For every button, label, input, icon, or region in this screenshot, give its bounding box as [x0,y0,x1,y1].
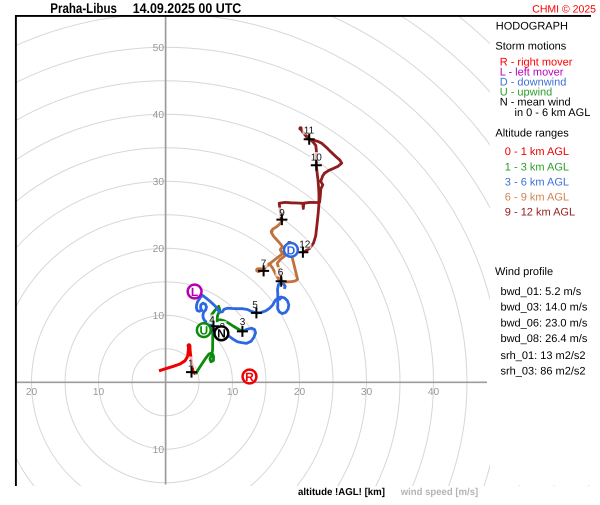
svg-text:9 - 12 km AGL: 9 - 12 km AGL [505,206,575,218]
svg-text:3 - 6 km AGL: 3 - 6 km AGL [505,176,569,188]
svg-text:U: U [199,324,208,338]
svg-text:N - mean wind: N - mean wind [500,97,571,109]
svg-text:20: 20 [294,387,306,398]
svg-text:20: 20 [26,387,38,398]
svg-text:40: 40 [153,110,165,121]
svg-text:12: 12 [299,240,311,251]
svg-text:11: 11 [304,126,315,137]
svg-text:3: 3 [240,317,246,328]
svg-text:R - right mover: R - right mover [500,57,573,69]
svg-text:10: 10 [93,387,105,398]
svg-text:9: 9 [279,208,285,219]
svg-text:in 0 - 6 km AGL: in 0 - 6 km AGL [515,107,591,119]
svg-text:50: 50 [153,43,165,54]
svg-text:D - downwind: D - downwind [500,77,567,89]
svg-text:Wind profile: Wind profile [495,266,553,278]
svg-text:10: 10 [153,311,165,322]
svg-text:10: 10 [153,445,165,456]
svg-text:30: 30 [153,177,165,188]
svg-text:20: 20 [153,244,165,255]
svg-text:7: 7 [261,259,267,270]
svg-text:5: 5 [252,300,258,311]
svg-text:altitude !AGL! [km]: altitude !AGL! [km] [298,487,385,498]
svg-text:L - left mover: L - left mover [500,67,564,79]
svg-text:HODOGRAPH: HODOGRAPH [496,21,568,33]
svg-text:30: 30 [361,387,373,398]
svg-text:L: L [191,285,198,299]
svg-text:Storm motions: Storm motions [495,41,566,53]
svg-text:N: N [217,327,226,341]
svg-text:6: 6 [278,268,284,279]
svg-text:40: 40 [428,387,440,398]
svg-text:CHMI © 2025: CHMI © 2025 [532,4,596,16]
svg-text:1 - 3 km AGL: 1 - 3 km AGL [505,161,569,173]
svg-text:bwd_03: 14.0 m/s: bwd_03: 14.0 m/s [501,302,588,314]
svg-text:4: 4 [209,315,215,326]
svg-text:srh_01: 13 m2/s2: srh_01: 13 m2/s2 [501,350,586,362]
svg-text:bwd_01: 5.2 m/s: bwd_01: 5.2 m/s [501,286,582,298]
svg-text:bwd_08: 26.4 m/s: bwd_08: 26.4 m/s [501,333,588,345]
svg-text:Praha-Libus: Praha-Libus [50,0,117,16]
svg-text:wind speed [m/s]: wind speed [m/s] [400,487,478,498]
svg-text:14.09.2025 00 UTC: 14.09.2025 00 UTC [133,0,242,16]
svg-text:10: 10 [311,153,323,164]
svg-text:srh_03: 86 m2/s2: srh_03: 86 m2/s2 [501,365,586,377]
svg-text:U - upwind: U - upwind [500,87,553,99]
svg-text:Altitude ranges: Altitude ranges [495,128,569,140]
svg-text:6 - 9 km AGL: 6 - 9 km AGL [505,191,569,203]
svg-text:0 - 1 km AGL: 0 - 1 km AGL [505,146,569,158]
svg-text:1: 1 [188,359,194,370]
svg-text:10: 10 [227,387,239,398]
svg-text:R: R [245,370,254,384]
svg-text:bwd_06: 23.0 m/s: bwd_06: 23.0 m/s [501,317,588,329]
svg-text:D: D [287,243,296,257]
